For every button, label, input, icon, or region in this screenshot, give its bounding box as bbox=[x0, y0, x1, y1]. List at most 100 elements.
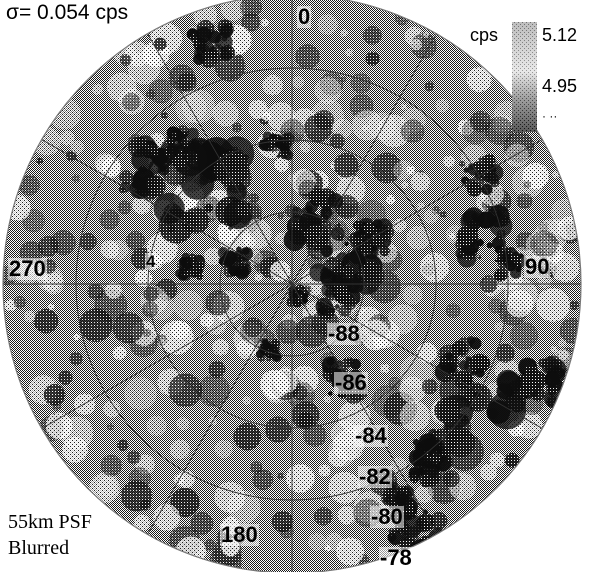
dark-patch bbox=[422, 470, 427, 475]
texture-blob bbox=[509, 321, 538, 350]
texture-blob bbox=[569, 300, 579, 310]
texture-blob bbox=[244, 236, 256, 248]
dark-patch bbox=[233, 250, 244, 260]
texture-blob bbox=[337, 506, 356, 525]
texture-blob bbox=[292, 385, 308, 401]
dark-patch bbox=[189, 143, 194, 148]
lat-label-82: -82 bbox=[358, 464, 392, 489]
texture-blob bbox=[435, 98, 449, 113]
texture-blob bbox=[236, 339, 257, 360]
dark-patch bbox=[420, 536, 443, 558]
texture-blob bbox=[269, 261, 291, 282]
dark-patch bbox=[419, 474, 433, 488]
colorbar-title: cps bbox=[470, 25, 499, 45]
dark-patch bbox=[334, 272, 347, 285]
texture-blob bbox=[329, 133, 345, 149]
texture-blob bbox=[170, 487, 200, 517]
dark-patch bbox=[408, 449, 426, 467]
graticule-meridian bbox=[291, 283, 437, 535]
texture-blob bbox=[277, 472, 284, 480]
texture-blob bbox=[536, 288, 570, 322]
texture-blob bbox=[232, 122, 242, 133]
dark-patch bbox=[186, 269, 196, 278]
dark-patch bbox=[131, 148, 155, 172]
texture-blob bbox=[48, 303, 55, 311]
texture-blob bbox=[371, 152, 403, 184]
dark-patch bbox=[515, 266, 522, 273]
texture-blob bbox=[59, 130, 75, 146]
dark-patch bbox=[320, 270, 337, 286]
texture-blob bbox=[58, 370, 73, 385]
texture-blob bbox=[214, 440, 233, 458]
texture-blob bbox=[340, 76, 347, 83]
dark-patch bbox=[318, 306, 327, 315]
texture-blob bbox=[391, 457, 407, 473]
texture-blob bbox=[399, 376, 426, 403]
texture-blob bbox=[401, 181, 409, 189]
texture-blob bbox=[19, 174, 40, 196]
texture-blob bbox=[168, 373, 203, 408]
dark-patch bbox=[492, 236, 506, 251]
texture-blob bbox=[52, 401, 62, 411]
dark-patch bbox=[228, 225, 233, 230]
dark-patch bbox=[273, 338, 280, 345]
texture-blob bbox=[112, 346, 127, 360]
dark-patch bbox=[496, 383, 513, 400]
texture-blob bbox=[200, 313, 214, 327]
texture-blob bbox=[271, 510, 294, 533]
dark-patch bbox=[442, 470, 460, 488]
texture-blob bbox=[197, 374, 231, 407]
colorbar-mid-label: 4.95 bbox=[542, 76, 578, 96]
texture-blob bbox=[328, 471, 361, 504]
texture-blob bbox=[261, 19, 269, 27]
dark-patch bbox=[193, 53, 205, 66]
dark-patch bbox=[331, 308, 336, 312]
texture-blob bbox=[552, 171, 560, 179]
texture-blob bbox=[516, 192, 533, 209]
texture-blob bbox=[71, 174, 81, 183]
texture-blob bbox=[204, 247, 222, 266]
texture-blob bbox=[449, 232, 456, 240]
texture-blob bbox=[117, 439, 129, 451]
dark-patch bbox=[434, 397, 461, 424]
dark-patch bbox=[457, 346, 469, 358]
texture-blob bbox=[122, 92, 141, 111]
texture-blob bbox=[74, 393, 96, 415]
texture-blob bbox=[327, 447, 348, 468]
dark-patch bbox=[518, 253, 524, 259]
texture-blob bbox=[153, 37, 167, 51]
dark-patch bbox=[494, 267, 508, 281]
texture-blob bbox=[190, 512, 214, 535]
texture-blob bbox=[406, 225, 431, 250]
texture-blob bbox=[480, 463, 497, 481]
dark-patch bbox=[245, 261, 251, 267]
texture-blob bbox=[233, 422, 261, 451]
texture-blob bbox=[73, 333, 80, 341]
sigma-label: σ= 0.054 cps bbox=[6, 1, 129, 24]
texture-blob bbox=[105, 282, 122, 299]
lat-label-80: -80 bbox=[370, 504, 404, 529]
dark-patch bbox=[388, 528, 396, 536]
texture-blob bbox=[488, 298, 504, 314]
texture-blob bbox=[101, 157, 121, 177]
dark-patch bbox=[412, 438, 420, 446]
graticule-meridian bbox=[291, 283, 543, 429]
texture-blob bbox=[254, 273, 263, 282]
graticule-meridian bbox=[41, 283, 293, 429]
texture-blob bbox=[117, 200, 132, 215]
dark-patch bbox=[272, 350, 280, 358]
dark-patch bbox=[481, 183, 493, 195]
texture-blob bbox=[403, 285, 423, 305]
dark-patch bbox=[268, 139, 274, 145]
dark-patch bbox=[255, 349, 265, 358]
texture-blob bbox=[38, 236, 59, 257]
texture-blob bbox=[208, 360, 226, 378]
lat-label-88: -88 bbox=[327, 321, 361, 346]
lat-label-86: -86 bbox=[334, 370, 368, 395]
dark-patch bbox=[459, 160, 466, 167]
dark-patch bbox=[327, 256, 335, 264]
texture-blob bbox=[45, 412, 73, 440]
dark-patch bbox=[320, 245, 333, 258]
texture-blob bbox=[4, 299, 17, 312]
